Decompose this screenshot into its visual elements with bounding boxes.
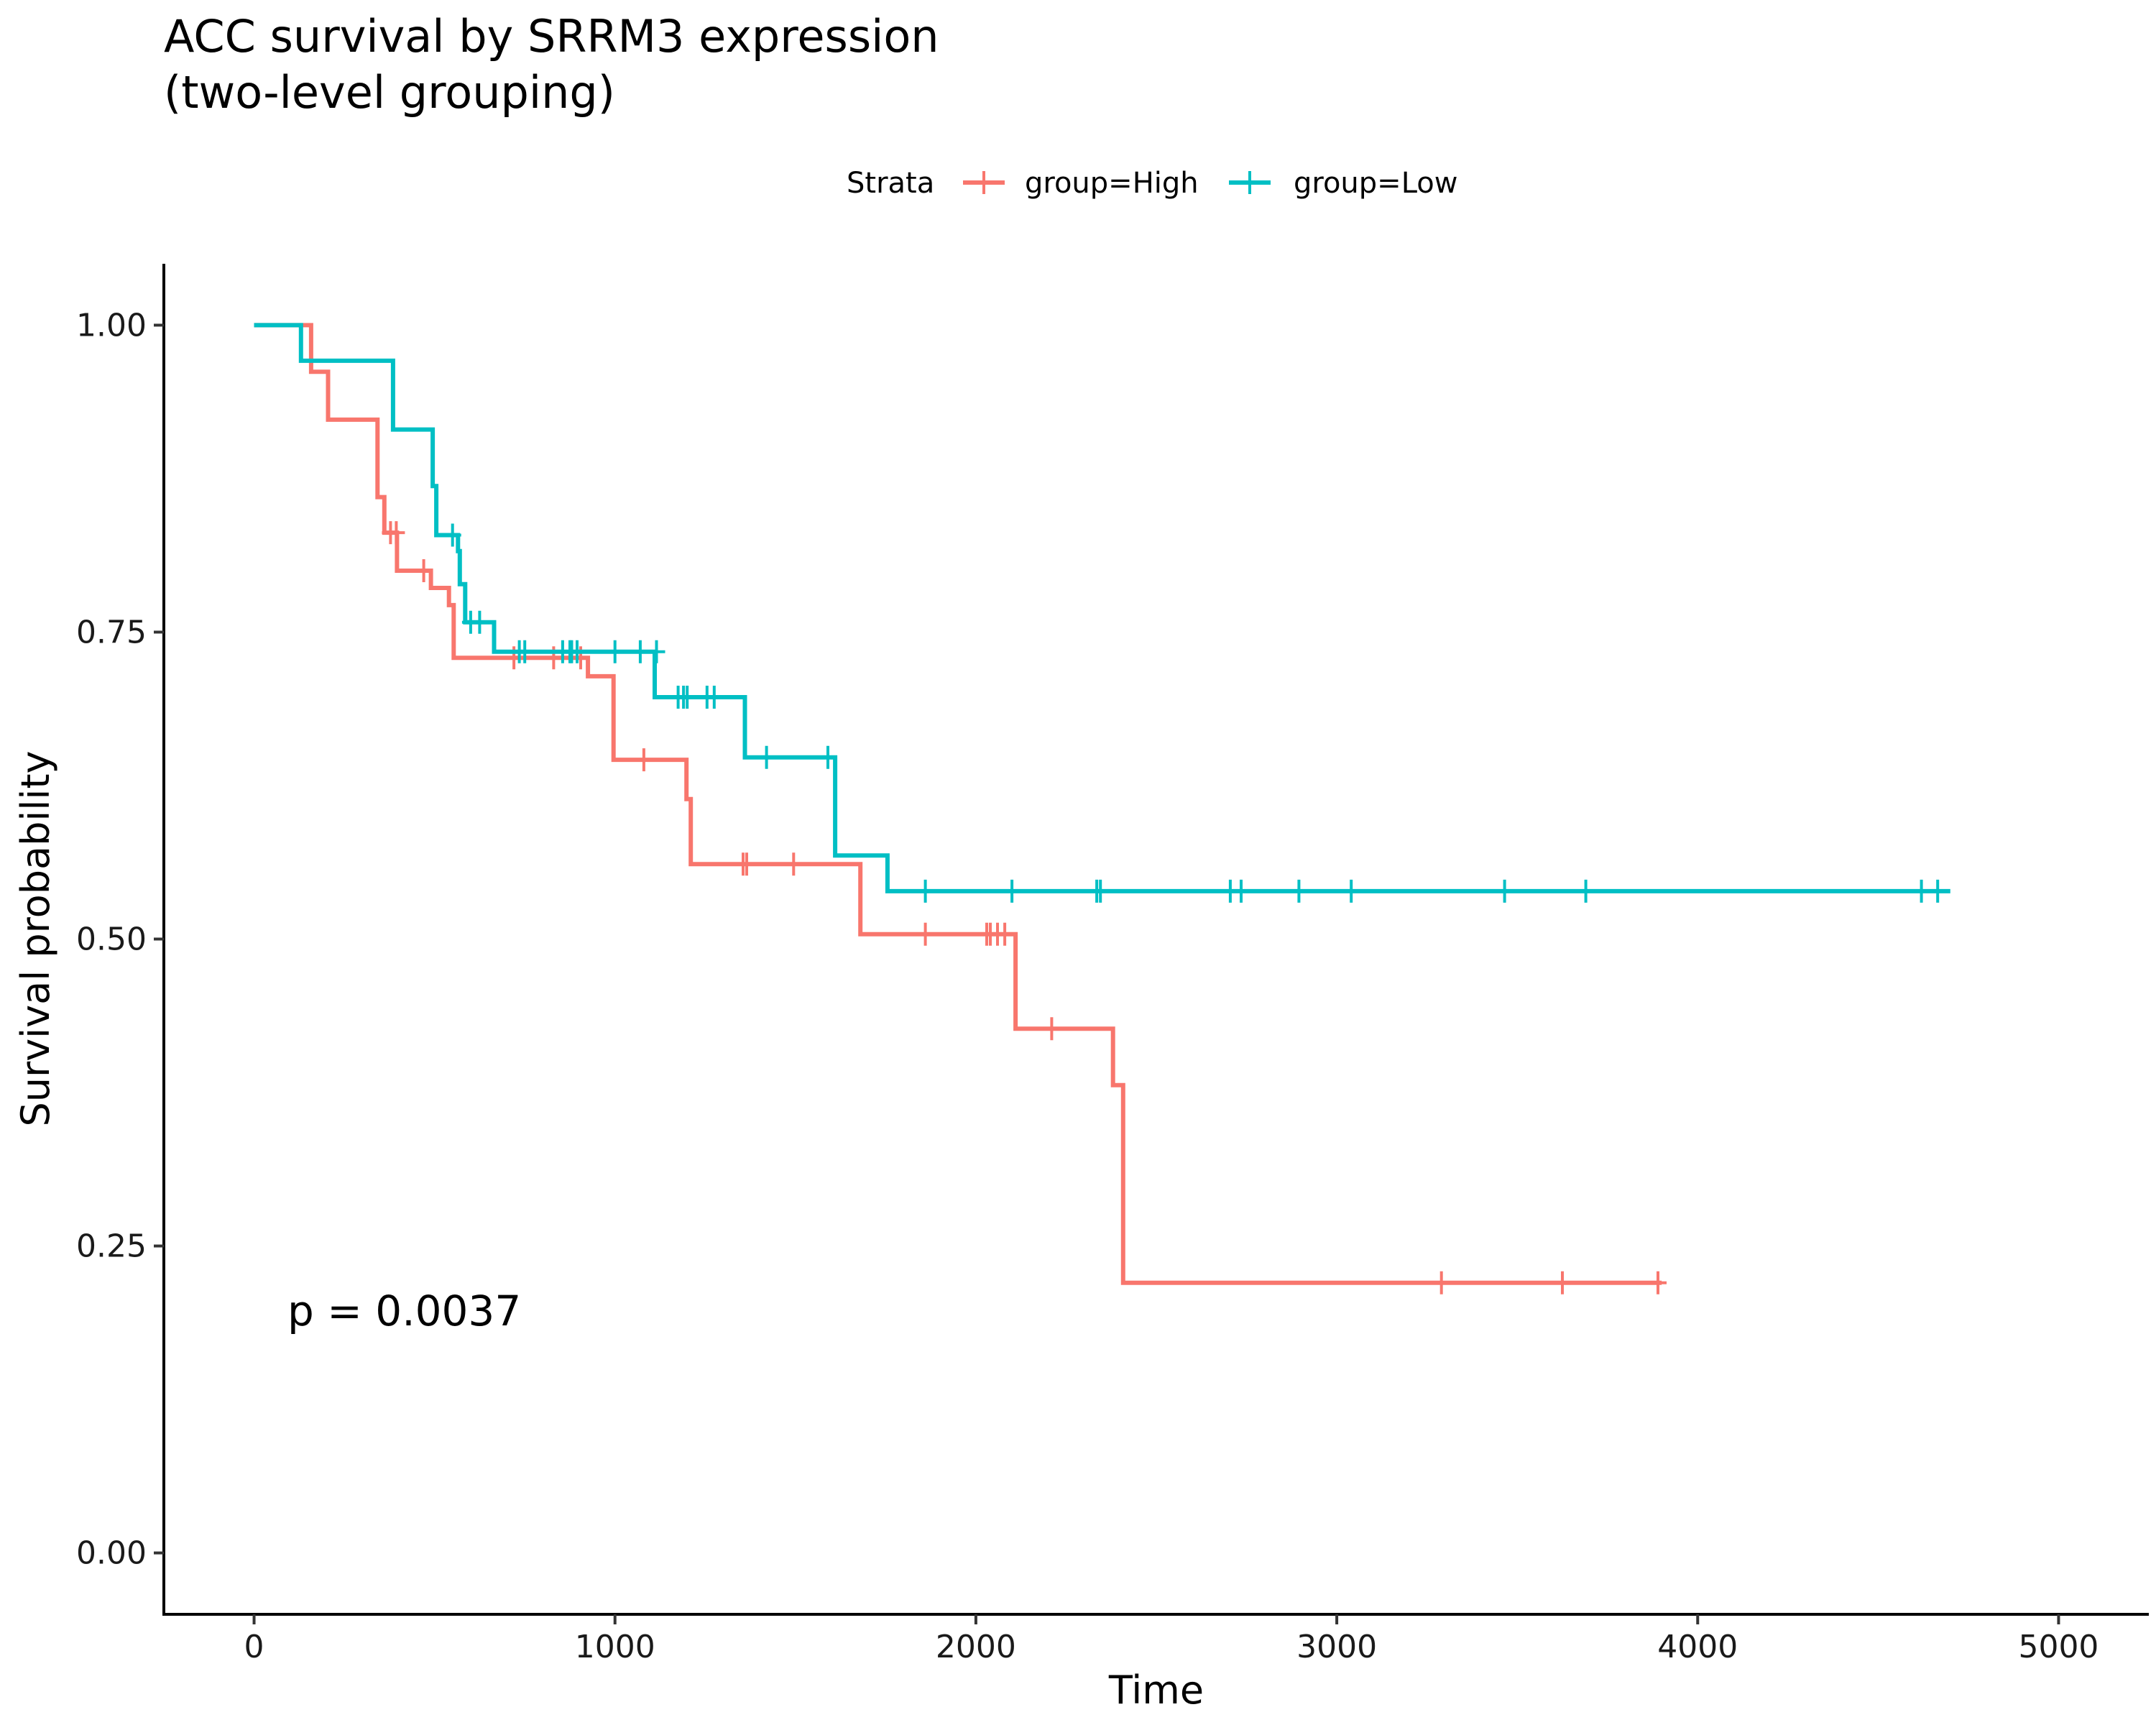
y-tick-label: 0.75 [76, 614, 147, 650]
censor-mark-high [1043, 1017, 1061, 1041]
censor-mark-high [635, 748, 653, 772]
censor-mark-high [415, 559, 433, 582]
censor-mark-low [443, 523, 461, 547]
censor-mark-low [819, 745, 837, 769]
legend-label-low: group=Low [1294, 167, 1457, 200]
y-tick-label: 1.00 [76, 307, 147, 344]
series-high [254, 323, 1667, 1294]
x-tick-label: 4000 [1657, 1629, 1738, 1665]
y-tick-label: 0.25 [76, 1228, 147, 1265]
p-value-annotation: p = 0.0037 [287, 1287, 521, 1335]
censor-mark-low [606, 640, 624, 663]
series-low [254, 323, 1950, 903]
x-tick-label: 1000 [575, 1629, 655, 1665]
x-tick-label: 5000 [2018, 1629, 2099, 1665]
censor-mark-low [648, 640, 665, 663]
censor-mark-low [678, 686, 696, 709]
censor-mark-low [1290, 879, 1308, 903]
censor-mark-high [1649, 1271, 1667, 1294]
censor-mark-low [631, 640, 649, 663]
censor-mark-low [1092, 879, 1110, 903]
y-tick-label: 0.50 [76, 921, 147, 958]
censor-mark-high [1554, 1271, 1571, 1294]
y-axis-title: Survival probability [13, 751, 58, 1127]
chart-title-line-2: (two-level grouping) [164, 66, 615, 119]
y-tick-label: 0.00 [76, 1535, 147, 1572]
censor-mark-low [568, 640, 586, 663]
x-tick-label: 0 [244, 1629, 264, 1665]
censor-mark-low [1342, 879, 1360, 903]
x-tick-label: 2000 [936, 1629, 1016, 1665]
censor-mark-low [916, 879, 934, 903]
axis-ticks: 0 1000 2000 3000 4000 5000 0.00 0.25 0.50 0.75 1.0… [76, 307, 2099, 1665]
legend: Strata group=High group=Low [847, 167, 1457, 200]
censor-mark-low [1912, 879, 1930, 903]
chart-title-line-1: ACC survival by SRRM3 expression [164, 10, 939, 63]
legend-key-low [1229, 171, 1271, 194]
survival-curve-high [254, 323, 1662, 1285]
censor-mark-high [1432, 1271, 1450, 1294]
censor-mark-low [471, 610, 489, 634]
censor-mark-high [785, 852, 803, 876]
censor-mark-high [387, 521, 405, 545]
plot-area [254, 323, 1950, 1294]
legend-title: Strata [847, 167, 934, 200]
censor-mark-low [1233, 879, 1250, 903]
censor-mark-low [516, 640, 534, 663]
censor-mark-high [738, 852, 755, 876]
censor-mark-low [705, 686, 723, 709]
legend-label-high: group=High [1025, 167, 1199, 200]
censor-mark-low [1577, 879, 1595, 903]
censor-mark-high [996, 922, 1014, 946]
censor-mark-low [1003, 879, 1021, 903]
censor-mark-low [1496, 879, 1514, 903]
survival-curve-low [254, 323, 1950, 893]
legend-key-high [963, 171, 1005, 194]
censor-mark-low [757, 745, 775, 769]
x-tick-label: 3000 [1296, 1629, 1377, 1665]
censor-mark-high [916, 922, 934, 946]
censor-mark-low [1929, 879, 1947, 903]
x-axis-title: Time [1108, 1668, 1204, 1713]
